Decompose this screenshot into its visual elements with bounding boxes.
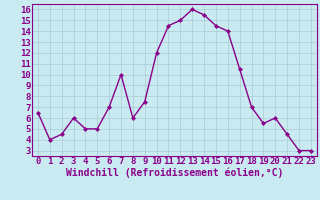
X-axis label: Windchill (Refroidissement éolien,°C): Windchill (Refroidissement éolien,°C)	[66, 168, 283, 178]
